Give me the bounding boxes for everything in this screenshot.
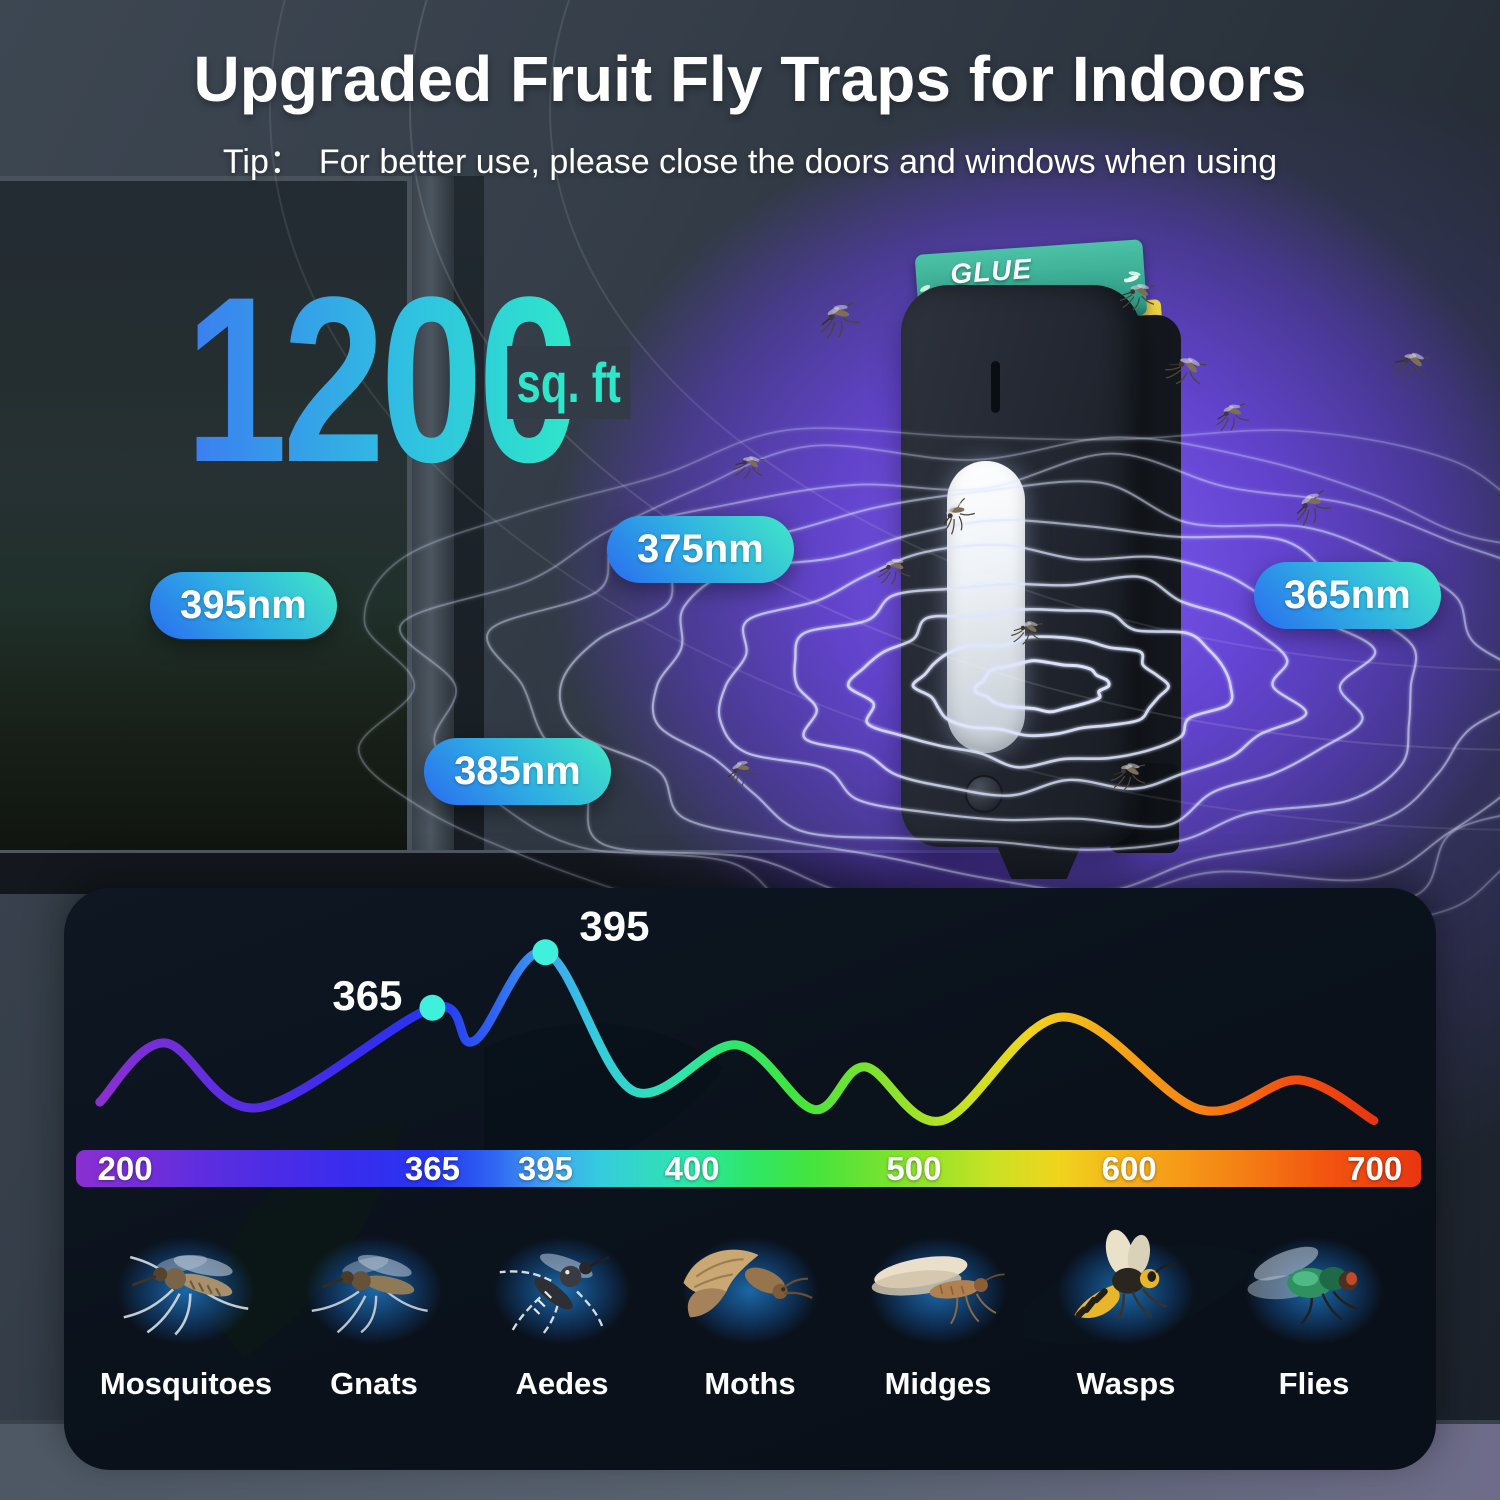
insect-item-flies: Flies [1225, 1218, 1403, 1402]
chart-point-395 [532, 939, 559, 966]
plug-in-trap-device: GLUE TRAP [895, 239, 1195, 888]
uv-light-window [947, 461, 1025, 753]
chart-point-label-395: 395 [579, 902, 649, 949]
bar-tick-400: 400 [664, 1150, 720, 1187]
mosquito-icon [730, 451, 768, 484]
wavelength-badge-365nm: 365nm [1254, 562, 1441, 629]
bar-tick-500: 500 [886, 1150, 942, 1187]
mosquito-icon [1214, 401, 1251, 433]
insect-item-gnats: Gnats [285, 1218, 463, 1402]
spectrum-curve [95, 947, 1379, 1126]
insect-item-wasps: Wasps [1037, 1218, 1215, 1402]
wavelength-badge-395nm: 395nm [150, 572, 337, 639]
insect-label: Aedes [515, 1366, 609, 1401]
bar-tick-600: 600 [1101, 1150, 1157, 1187]
insect-label: Moths [704, 1366, 796, 1401]
mosquito-icon [815, 300, 863, 342]
insect-label: Flies [1278, 1366, 1350, 1401]
bar-tick-200: 200 [97, 1150, 153, 1187]
aedes-illustration [499, 1253, 610, 1336]
insect-label: Mosquitoes [99, 1366, 273, 1401]
insect-item-aedes: Aedes [473, 1218, 651, 1402]
mosquito-icon [1290, 488, 1335, 529]
tip-line: Tip： For better use, please close the doo… [0, 134, 1500, 183]
insect-glow [1037, 1218, 1215, 1350]
insect-item-moths: Moths [661, 1218, 839, 1402]
trap-card-slot [991, 361, 1000, 413]
insect-glow [1225, 1218, 1403, 1350]
insect-glow [97, 1218, 275, 1350]
coverage-area: 1200 sq. ft [185, 262, 631, 498]
mosquito-icon [1388, 346, 1433, 386]
insect-glow [285, 1218, 463, 1350]
bar-tick-365: 365 [404, 1150, 460, 1187]
device-plug [996, 845, 1082, 879]
wavelength-gradient-bar: 200 365 395 400 500 600 700 [76, 1150, 1421, 1187]
fly-illustration [1247, 1246, 1358, 1325]
insect-glow [849, 1218, 1027, 1350]
spectrum-marked-points: 365 395 [332, 902, 649, 1021]
wasp-illustration [1074, 1229, 1176, 1321]
chart-point-365 [419, 994, 446, 1021]
mosquito-icon [1123, 271, 1141, 283]
insect-glow [661, 1218, 839, 1350]
insect-label: Midges [884, 1366, 992, 1401]
gnat-illustration [311, 1254, 428, 1334]
chart-point-label-365: 365 [332, 972, 402, 1019]
sensor-button [965, 775, 1003, 813]
wavelength-badge-385nm: 385nm [424, 738, 611, 805]
moth-illustration [683, 1249, 813, 1318]
insect-label: Gnats [330, 1366, 418, 1401]
insect-glow [473, 1218, 651, 1350]
insect-item-midges: Midges [849, 1218, 1027, 1402]
page-title: Upgraded Fruit Fly Traps for Indoors [193, 43, 1307, 115]
insect-item-mosquitoes: Mosquitoes [97, 1218, 275, 1402]
midge-illustration [871, 1256, 1005, 1325]
insect-label: Wasps [1076, 1366, 1176, 1401]
bar-tick-700: 700 [1347, 1150, 1403, 1187]
wavelength-badge-375nm: 375nm [607, 516, 794, 583]
spectrum-panel: 365 395 200 365 395 400 500 600 700 [64, 888, 1436, 1470]
header: Upgraded Fruit Fly Traps for Indoors Tip… [0, 0, 1500, 183]
target-insects-row: Mosquitoes Gnats [64, 1218, 1436, 1402]
bar-tick-395: 395 [517, 1150, 573, 1187]
tip-text: For better use, please close the doors a… [318, 143, 1278, 181]
coverage-unit: sq. ft [507, 346, 631, 419]
tip-prefix: Tip： [222, 143, 303, 181]
mosquito-illustration [123, 1254, 249, 1336]
mosquito-icon [722, 757, 760, 790]
